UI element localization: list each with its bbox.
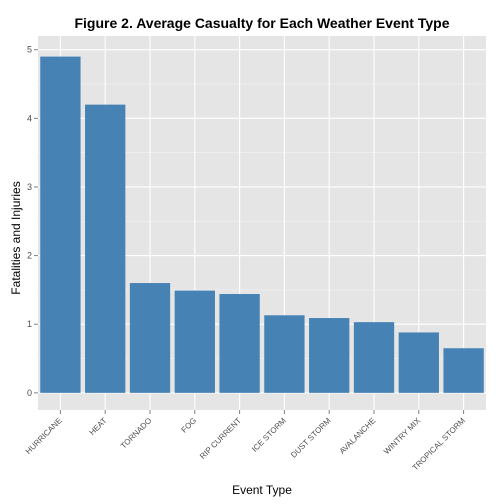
x-tick-label: AVALANCHE [338,416,378,456]
bar [398,332,439,393]
x-tick-label: TORNADO [119,416,154,451]
x-axis-ticks: HURRICANE HEAT TORNADO FOG RIP CURRENT ICE ST… [24,410,467,472]
bar [40,56,81,393]
y-tick-label: 3 [27,182,32,192]
y-axis-title: Fatalities and Injuries [9,181,23,294]
y-axis-ticks: 0 1 2 3 4 5 [27,45,38,398]
bar [309,318,350,393]
y-tick-label: 2 [27,251,32,261]
chart-title: Figure 2. Average Casualty for Each Weat… [74,15,449,31]
bar [219,294,260,393]
x-tick-label: DUST STORM [289,416,333,460]
y-tick-label: 4 [27,113,32,123]
y-tick-label: 0 [27,388,32,398]
y-tick-label: 1 [27,319,32,329]
x-tick-label: WINTRY MIX [382,416,423,457]
bar [443,348,484,393]
bar [353,322,395,393]
x-tick-label: HEAT [88,416,109,437]
bars [40,56,484,393]
bar [85,104,126,393]
bar [129,283,171,393]
x-tick-label: ICE STORM [250,416,288,454]
x-tick-label: HURRICANE [24,416,64,456]
x-tick-label: FOG [180,416,199,435]
y-tick-label: 5 [27,45,32,55]
x-tick-label: RIP CURRENT [198,416,243,461]
bar [174,290,215,393]
x-axis-title: Event Type [232,483,292,497]
bar [264,315,305,393]
